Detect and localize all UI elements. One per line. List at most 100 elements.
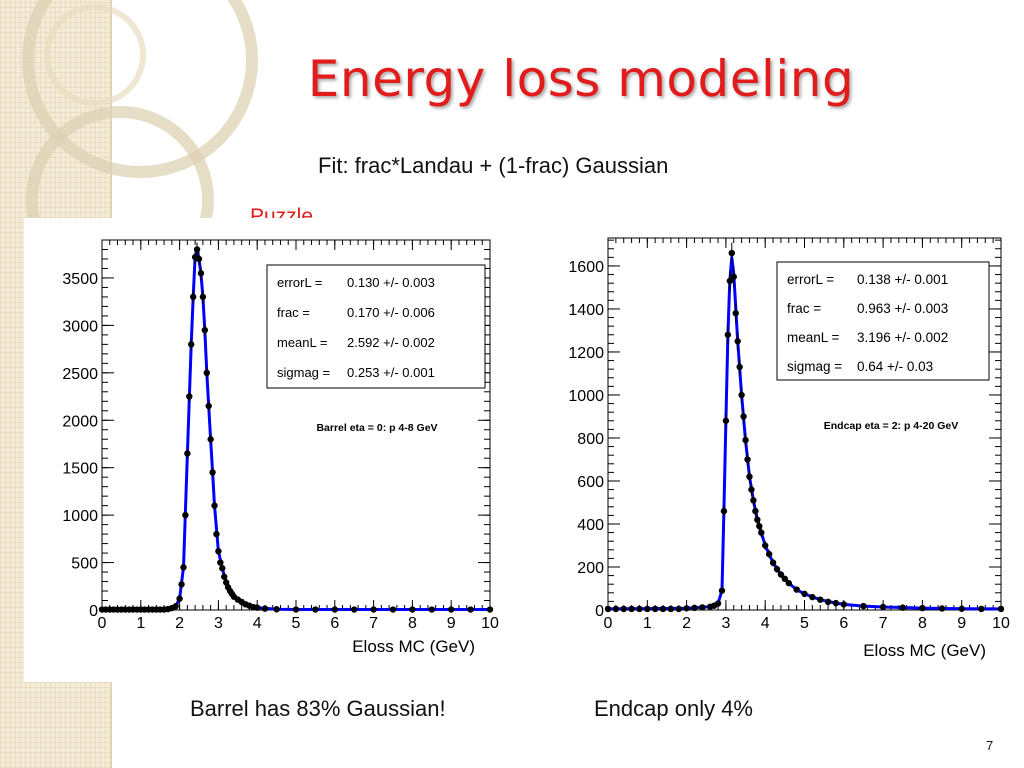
caption-endcap: Endcap only 4% [594,696,753,721]
fit-stat-value: 0.170 +/- 0.006 [347,305,435,320]
x-tick-label: 6 [839,615,848,632]
fit-stats-box [776,261,990,381]
data-point [197,270,205,277]
data-point [211,502,218,509]
data-point [604,605,612,613]
fit-stats-box [266,264,486,389]
data-point [612,605,620,613]
data-point [186,393,193,400]
y-tick-label: 0 [595,603,604,620]
y-tick-label: 2500 [62,366,98,383]
data-point [824,598,832,606]
data-point [752,507,759,515]
y-tick-label: 1000 [568,388,604,405]
y-tick-label: 400 [577,517,604,534]
chart-annotation: Endcap eta = 2: p 4-20 GeV [824,420,959,432]
barrel-eloss-chart: 0 1 2 3 4 5 6 7 8 9 10 0 500 1000 1500 2000 2500 3000 3500… [62,239,499,656]
x-tick-label: 6 [330,615,339,632]
data-point [370,606,377,613]
x-tick-label: 5 [292,615,301,632]
data-point [486,606,494,613]
data-point [720,507,728,515]
data-point [178,581,185,588]
data-point [734,338,741,345]
data-point [180,564,187,571]
data-point [644,605,651,613]
data-point [667,605,675,613]
x-tick-label: 10 [992,615,1010,632]
data-point [919,604,926,612]
y-tick-label: 600 [577,474,604,491]
data-point [467,606,474,613]
data-point [732,310,739,317]
data-point [261,605,269,612]
data-point [726,277,734,285]
data-point [879,603,887,611]
x-tick-label: 10 [481,615,499,632]
data-point [195,255,203,263]
x-axis-label: Eloss MC (GeV) [352,637,475,656]
data-point [793,586,800,593]
x-tick-label: 0 [98,615,107,632]
data-point [773,565,781,573]
x-tick-label: 5 [800,615,809,632]
fit-stat-value: 0.130 +/- 0.003 [347,275,435,290]
fit-stat-label: sigmag = [277,365,330,380]
y-tick-label: 800 [577,431,604,448]
data-point [620,605,627,613]
y-tick-label: 2000 [62,413,98,430]
data-point [750,497,757,504]
x-tick-label: 9 [447,615,456,632]
data-point [205,402,212,410]
data-point [254,604,261,611]
data-point [958,605,965,612]
data-point [188,341,195,348]
fit-formula-subtitle: Fit: frac*Landau + (1-frac) Gaussian [318,153,669,178]
data-point [777,571,785,578]
x-tick-label: 2 [175,615,184,632]
barrel-chart-panel: 0 1 2 3 4 5 6 7 8 9 10 0 500 1000 1500 2000 2500 3000 3500… [24,218,516,682]
data-point [215,547,222,555]
x-tick-label: 9 [957,615,966,632]
page-number: 7 [986,738,994,753]
data-point [273,606,280,613]
data-point [409,606,416,613]
data-point [978,605,985,613]
y-tick-label: 1000 [62,508,98,525]
data-point [748,486,755,493]
data-point [781,575,789,583]
data-point [176,595,183,602]
data-point [172,603,179,610]
data-point [938,605,946,612]
x-tick-label: 7 [879,615,888,632]
data-point [221,573,228,580]
data-point [184,450,191,457]
caption-barrel: Barrel has 83% Gaussian! [190,696,446,721]
fit-stat-value: 0.253 +/- 0.001 [347,365,435,380]
data-point [448,606,455,613]
x-tick-label: 8 [408,615,417,632]
data-point [675,605,682,613]
fit-stat-value: 0.64 +/- 0.03 [857,359,933,374]
fit-stat-label: sigmag = [787,359,842,374]
data-point [809,593,816,601]
data-point [724,331,732,338]
fit-stat-label: meanL = [277,335,327,350]
data-point [801,590,808,598]
data-point [636,605,643,613]
data-point [817,596,824,603]
data-point [691,604,698,612]
slide-title: Energy loss modeling [307,50,855,108]
data-point [738,391,745,399]
data-point [651,605,659,613]
data-point [389,606,397,613]
y-tick-label: 1200 [568,345,604,362]
data-point [860,602,867,610]
x-tick-label: 7 [369,615,378,632]
data-point [744,456,751,463]
x-tick-label: 3 [721,615,730,632]
fit-stat-label: errorL = [787,272,834,287]
data-point [997,605,1005,613]
x-tick-label: 3 [214,615,223,632]
data-point [730,273,737,280]
